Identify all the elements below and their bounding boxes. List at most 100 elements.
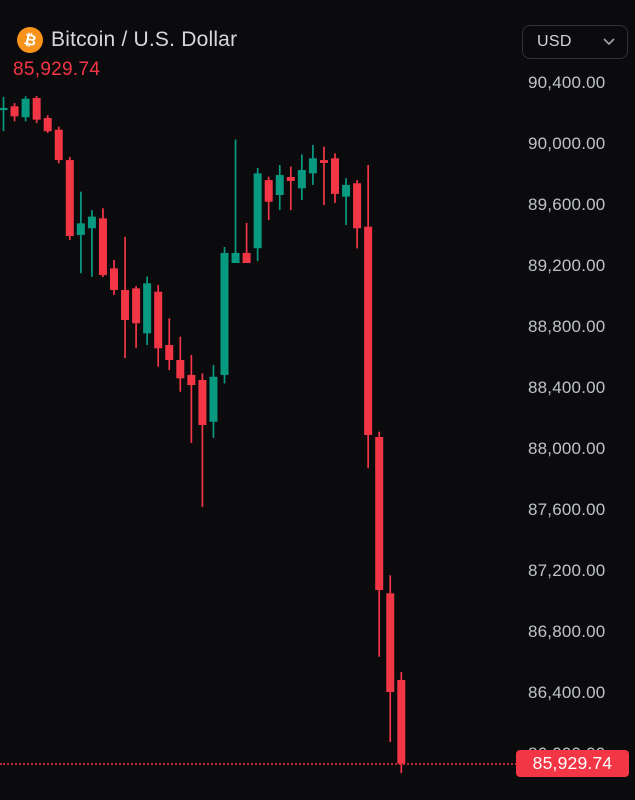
chevron-down-icon — [603, 38, 615, 46]
candle-down — [198, 373, 207, 507]
candle-body — [132, 288, 141, 324]
candle-down — [165, 318, 174, 371]
candle-wick — [345, 178, 347, 226]
candle-body — [176, 360, 185, 379]
candle-body — [308, 158, 317, 174]
candle-body — [331, 158, 339, 194]
price-axis-label: 87,600.00 — [528, 499, 606, 519]
candle-body — [375, 437, 384, 590]
candle-down — [386, 575, 395, 743]
currency-dropdown[interactable]: USD — [522, 25, 628, 59]
candle-body — [264, 180, 273, 202]
candle-body — [21, 98, 30, 118]
candle-body — [10, 106, 19, 117]
candle-body — [32, 98, 41, 120]
price-axis-label: 90,000.00 — [528, 133, 606, 153]
price-axis-label: 87,200.00 — [528, 560, 606, 580]
candle-body — [43, 117, 52, 132]
candle-body — [209, 376, 218, 422]
candle-body — [242, 252, 251, 264]
candle-body — [165, 345, 174, 360]
candle-down — [10, 103, 19, 122]
candle-down — [65, 157, 74, 240]
candle-body — [187, 374, 196, 386]
price-axis-label: 86,800.00 — [528, 621, 606, 641]
candle-body — [286, 177, 295, 181]
candle-up — [0, 96, 8, 131]
candle-down — [331, 153, 339, 203]
symbol-title: Bitcoin / U.S. Dollar — [51, 28, 238, 51]
candle-up — [76, 191, 85, 274]
candle-up — [297, 154, 306, 201]
candle-body — [397, 679, 406, 764]
candle-down — [242, 222, 251, 264]
candle-up — [253, 168, 262, 262]
candle-up — [220, 247, 229, 384]
candle-body — [353, 183, 362, 229]
current-price: 85,929.74 — [13, 59, 101, 80]
candle-down — [375, 431, 384, 657]
candle-body — [220, 252, 229, 375]
price-axis-label: 89,600.00 — [528, 194, 606, 214]
candle-body — [143, 283, 152, 334]
bitcoin-glyph: ₿ — [22, 30, 38, 50]
candle-body — [121, 290, 130, 321]
currency-dropdown-value: USD — [537, 33, 572, 50]
candle-body — [0, 107, 8, 111]
candle-down — [397, 671, 406, 774]
candle-down — [187, 354, 196, 443]
price-axis-label: 86,400.00 — [528, 682, 606, 702]
candle-up — [231, 139, 240, 264]
price-axis-label: 89,200.00 — [528, 255, 606, 275]
candle-wick — [201, 373, 204, 507]
candle-up — [308, 144, 317, 185]
candle-body — [54, 129, 63, 161]
candle-down — [264, 176, 273, 221]
price-axis[interactable]: 90,400.00 90,000.00 89,600.00 89,200.00 88,8… — [520, 0, 635, 800]
candle-down — [286, 166, 295, 211]
candle-down — [98, 208, 107, 278]
candle-body — [342, 184, 351, 197]
candle-up — [342, 178, 351, 226]
candle-up — [275, 164, 284, 211]
candle-body — [154, 291, 163, 349]
price-axis-label: 88,000.00 — [528, 438, 606, 458]
candle-down — [353, 180, 362, 249]
candle-wick — [168, 318, 171, 371]
candle-wick — [234, 139, 237, 258]
candle-down — [54, 126, 63, 164]
candle-down — [43, 115, 52, 133]
candle-wick — [91, 210, 93, 277]
candle-down — [110, 259, 118, 296]
candle-up — [209, 365, 218, 438]
candle-up — [21, 96, 30, 122]
candle-body — [76, 223, 85, 235]
candle-body — [65, 160, 74, 237]
last-price-badge: 85,929.74 — [516, 750, 629, 778]
candle-wick — [190, 354, 193, 443]
candle-down — [154, 284, 163, 367]
candle-down — [132, 286, 141, 348]
candle-wick — [245, 222, 248, 262]
candle-body — [297, 169, 306, 189]
candle-body — [275, 175, 284, 195]
last-price-line — [0, 762, 517, 765]
candle-body — [386, 593, 395, 692]
candle-wick — [323, 146, 325, 206]
candle-body — [364, 226, 373, 436]
candle-down — [32, 96, 41, 124]
candle-body — [110, 268, 118, 291]
bitcoin-icon: ₿ — [17, 27, 43, 53]
candle-down — [176, 336, 185, 392]
candle-up — [87, 210, 96, 277]
candle-body — [253, 173, 262, 249]
candle-down — [319, 146, 328, 206]
price-axis-label: 88,800.00 — [528, 316, 606, 336]
candle-wick — [2, 96, 5, 131]
candle-body — [87, 216, 96, 229]
candle-body — [198, 379, 207, 425]
price-axis-label: 90,400.00 — [528, 72, 606, 92]
candle-body — [319, 160, 328, 163]
